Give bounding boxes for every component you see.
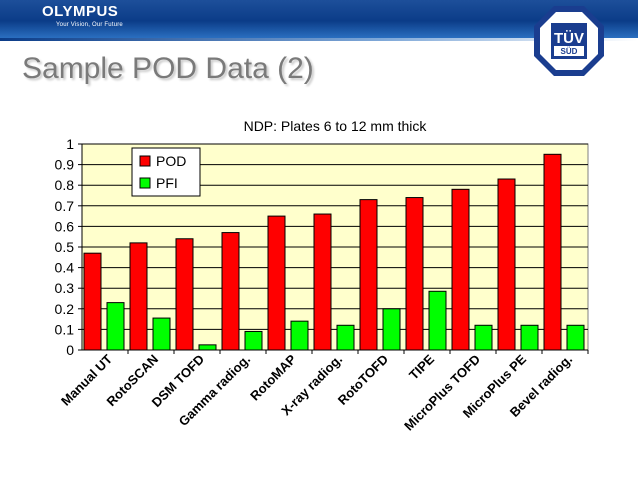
bar-pfi <box>474 324 493 351</box>
bar-pod <box>313 213 332 351</box>
header-stripe <box>0 38 638 41</box>
y-tick-label: 0.9 <box>55 157 75 173</box>
legend-label-pod: POD <box>156 153 186 169</box>
y-tick-label: 0.5 <box>55 239 75 255</box>
olympus-logo: OLYMPUS <box>42 3 119 20</box>
badge-bottom-text: SÜD <box>561 47 578 56</box>
bar-pfi <box>428 290 447 351</box>
y-tick-label: 0.1 <box>55 321 75 337</box>
slide-title: Sample POD Data (2) <box>22 52 314 85</box>
bar-pod <box>451 188 470 351</box>
badge-top-text: TÜV <box>554 30 584 47</box>
tuv-badge-icon: TÜV SÜD <box>534 6 604 76</box>
y-tick-label: 0.4 <box>55 260 75 276</box>
y-tick-label: 0.3 <box>55 280 75 296</box>
y-tick-label: 0 <box>66 342 74 358</box>
bar-pod <box>267 215 286 351</box>
x-tick-label: RotoTOFD <box>335 352 391 408</box>
bar-pfi <box>290 320 309 351</box>
bar-pod <box>359 199 378 351</box>
legend-label-pfi: PFI <box>156 175 178 191</box>
tagline: Your Vision, Our Future <box>56 22 123 28</box>
bar-pfi <box>382 308 401 351</box>
bar-pfi <box>106 302 125 351</box>
y-tick-label: 0.7 <box>55 198 75 214</box>
bar-pod <box>129 242 148 351</box>
bar-pod <box>221 232 240 351</box>
legend-swatch-pfi <box>139 177 151 189</box>
bar-pfi <box>336 324 355 351</box>
chart-title: NDP: Plates 6 to 12 mm thick <box>244 118 428 134</box>
bar-pod <box>405 197 424 351</box>
y-tick-label: 0.6 <box>55 218 75 234</box>
legend-swatch-pod <box>139 155 151 167</box>
bar-pfi <box>244 330 263 351</box>
bar-pod <box>543 153 562 351</box>
bar-pfi <box>566 324 585 351</box>
bar-pfi <box>520 324 539 351</box>
y-tick-label: 0.8 <box>55 177 75 193</box>
bar-pod <box>83 252 102 351</box>
bar-pfi <box>152 317 171 351</box>
x-tick-label: TIPE <box>406 351 437 382</box>
y-tick-label: 1 <box>66 136 74 152</box>
bar-pfi <box>198 344 217 351</box>
bar-pod <box>175 238 194 351</box>
y-tick-label: 0.2 <box>55 301 75 317</box>
bar-pod <box>497 178 516 351</box>
header-bar <box>0 0 638 38</box>
